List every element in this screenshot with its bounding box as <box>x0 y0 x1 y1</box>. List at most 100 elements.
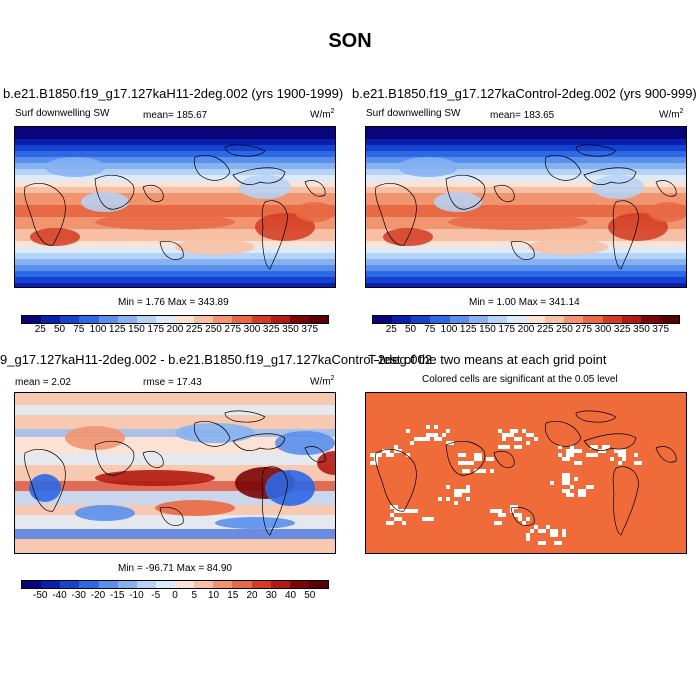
difference-map <box>14 392 336 554</box>
absolute-colorbar-swatch <box>194 316 214 323</box>
absolute-colorbar-swatch <box>232 316 252 323</box>
absolute-colorbar-tick-label: 75 <box>424 324 436 335</box>
test-minmax-label: Min = 1.76 Max = 343.89 <box>118 297 229 308</box>
test-map <box>14 126 336 288</box>
difference-colorbar-tick-label: 30 <box>265 590 277 601</box>
absolute-colorbar-swatch <box>621 316 641 323</box>
absolute-colorbar-tick-label: 250 <box>205 324 222 335</box>
difference-colorbar-tick-label: -50 <box>33 590 48 601</box>
difference-colorbar-tick-label: 40 <box>284 590 297 601</box>
absolute-colorbar-tick-label: 50 <box>53 324 66 335</box>
absolute-colorbar-swatch <box>308 316 328 323</box>
difference-colorbar-tick-label: 15 <box>227 590 239 601</box>
difference-colorbar-swatch <box>289 581 309 588</box>
difference-colorbar-swatch <box>175 581 195 588</box>
difference-colorbar-swatch <box>232 581 252 588</box>
absolute-colorbar-swatch <box>602 316 622 323</box>
absolute-colorbar-swatch <box>155 316 175 323</box>
absolute-colorbar-swatch <box>251 316 271 323</box>
difference-colorbar-swatch <box>117 581 137 588</box>
difference-colorbar-tick-label: -30 <box>71 590 86 601</box>
absolute-colorbar-swatch <box>506 316 526 323</box>
absolute-colorbar-swatch <box>526 316 546 323</box>
control-variable-label: Surf downwelling SW <box>366 108 461 119</box>
absolute-colorbar-tick-label: 300 <box>594 324 612 335</box>
ttest-significance-map <box>365 392 687 554</box>
season-title: SON <box>328 30 372 52</box>
absolute-colorbar <box>21 315 329 324</box>
control-minmax-label: Min = 1.00 Max = 341.14 <box>469 297 580 308</box>
absolute-colorbar-swatch <box>60 316 80 323</box>
absolute-colorbar-tick-label: 175 <box>498 324 516 335</box>
absolute-colorbar-tick-label: 275 <box>224 324 242 335</box>
absolute-colorbar-tick-label: 225 <box>536 324 554 335</box>
absolute-colorbar-tick-label: 250 <box>556 324 573 335</box>
difference-colorbar-tick-label: -15 <box>110 590 125 601</box>
difference-colorbar-swatch <box>136 581 156 588</box>
diff-rmse-label: rmse = 17.43 <box>143 377 202 388</box>
absolute-colorbar-swatch <box>659 316 679 323</box>
diff-units-label: W/m2 <box>310 375 335 388</box>
absolute-colorbar-tick-label: 325 <box>262 324 280 335</box>
absolute-colorbar-swatch <box>213 316 233 323</box>
absolute-colorbar-tick-label: 125 <box>459 324 477 335</box>
absolute-colorbar-tick-label: 125 <box>108 324 126 335</box>
test-variable-label: Surf downwelling SW <box>15 108 110 119</box>
absolute-colorbar-tick-label: 300 <box>243 324 261 335</box>
ttest-title: T-test of the two means at each grid poi… <box>368 352 607 367</box>
difference-colorbar <box>21 580 329 589</box>
absolute-colorbar-swatch <box>430 316 450 323</box>
absolute-colorbar-tick-label: 350 <box>282 324 299 335</box>
control-units-label: W/m2 <box>659 108 684 121</box>
control-colorbar <box>372 315 680 324</box>
absolute-colorbar-swatch <box>270 316 290 323</box>
difference-colorbar-swatch <box>251 581 271 588</box>
absolute-colorbar-tick-label: 200 <box>517 324 535 335</box>
difference-colorbar-swatch <box>79 581 99 588</box>
ttest-subtitle: Colored cells are significant at the 0.0… <box>422 374 618 385</box>
absolute-colorbar-tick-label: 200 <box>166 324 184 335</box>
absolute-colorbar-tick-label: 375 <box>301 324 319 335</box>
absolute-colorbar-tick-label: 225 <box>185 324 203 335</box>
control-mean-label: mean= 183.65 <box>490 110 555 121</box>
absolute-colorbar-tick-label: 375 <box>652 324 670 335</box>
control-map <box>365 126 687 288</box>
absolute-colorbar-swatch <box>175 316 195 323</box>
diff-minmax-label: Min = -96.71 Max = 84.90 <box>118 563 232 574</box>
difference-colorbar-tick-label: 5 <box>191 590 198 601</box>
absolute-colorbar-tick-label: 100 <box>89 324 107 335</box>
absolute-colorbar-tick-label: 175 <box>147 324 165 335</box>
absolute-colorbar-swatch <box>289 316 309 323</box>
control-run-title: b.e21.B1850.f19_g17.127kaControl-2deg.00… <box>352 86 697 101</box>
difference-colorbar-swatch <box>22 581 42 588</box>
absolute-colorbar-swatch <box>79 316 99 323</box>
difference-colorbar-tick-label: -40 <box>52 590 67 601</box>
absolute-colorbar-swatch <box>564 316 584 323</box>
absolute-colorbar-tick-label: 150 <box>128 324 145 335</box>
difference-colorbar-swatch <box>213 581 233 588</box>
absolute-colorbar-swatch <box>487 316 507 323</box>
absolute-colorbar-swatch <box>22 316 42 323</box>
absolute-colorbar-swatch <box>449 316 469 323</box>
absolute-colorbar-swatch <box>117 316 137 323</box>
difference-colorbar-swatch <box>155 581 175 588</box>
absolute-colorbar-tick-label: 275 <box>575 324 593 335</box>
difference-colorbar-swatch <box>194 581 214 588</box>
difference-colorbar-tick-label: 20 <box>246 590 258 601</box>
absolute-colorbar-swatch <box>373 316 393 323</box>
difference-colorbar-swatch <box>308 581 328 588</box>
absolute-colorbar-swatch <box>545 316 565 323</box>
absolute-colorbar-swatch <box>392 316 412 323</box>
absolute-colorbar-swatch <box>640 316 660 323</box>
absolute-colorbar-tick-label: 75 <box>73 324 85 335</box>
absolute-colorbar-tick-label: 150 <box>479 324 496 335</box>
absolute-colorbar-swatch <box>411 316 431 323</box>
absolute-colorbar-tick-label: 50 <box>404 324 417 335</box>
diff-run-title: 9_g17.127kaH11-2deg.002 - b.e21.B1850.f1… <box>0 352 432 367</box>
absolute-colorbar-swatch <box>136 316 156 323</box>
absolute-colorbar-tick-label: 100 <box>440 324 458 335</box>
absolute-colorbar-swatch <box>98 316 118 323</box>
difference-colorbar-swatch <box>270 581 290 588</box>
absolute-colorbar-swatch <box>583 316 603 323</box>
diff-mean-label: mean = 2.02 <box>15 377 71 388</box>
